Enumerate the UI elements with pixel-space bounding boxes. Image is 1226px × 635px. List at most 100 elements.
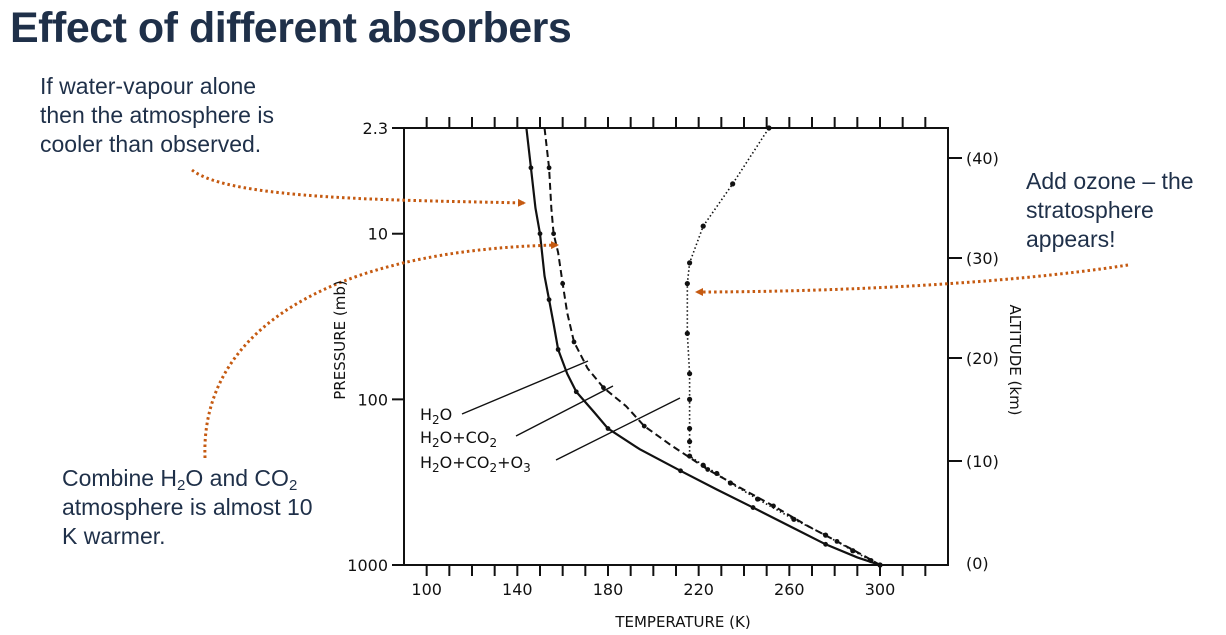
series-point [750, 505, 756, 510]
ozone-line-2: stratosphere [1026, 197, 1154, 223]
series-leader-line [515, 385, 614, 437]
slide-title: Effect of different absorbers [10, 4, 572, 52]
combine-annotation: Combine H2O and CO2 atmosphere is almost… [62, 464, 313, 551]
series-point [714, 470, 720, 477]
series-point [687, 439, 693, 445]
arrows-layer [191, 168, 1129, 459]
series-point [705, 467, 711, 472]
series-label-text: O+CO [440, 428, 490, 447]
water-vapour-line-3: cooler than observed. [40, 131, 262, 157]
x-tick-label: 140 [502, 580, 533, 599]
series-label: H2O [420, 405, 452, 427]
combine-line-1: Combine H2O and CO2 [62, 464, 313, 493]
curves-layer [525, 125, 883, 568]
series-label-text: +O [497, 453, 523, 472]
x-axis-label: TEMPERATURE (K) [614, 613, 750, 631]
series-point [601, 385, 606, 391]
x-tick-label: 300 [865, 580, 896, 599]
series-point [755, 496, 761, 502]
series-point [868, 557, 874, 564]
series-label-text: H [420, 428, 432, 447]
series-point [573, 389, 579, 395]
series-label-subscript: 2 [489, 436, 497, 450]
y-tick-label: 1000 [347, 556, 388, 575]
water-vapour-arrow [191, 168, 526, 207]
x-tick-label: 220 [683, 580, 714, 599]
series-label-text: H [420, 405, 432, 424]
series-label-subscript: 2 [432, 461, 440, 475]
series-point [727, 480, 734, 486]
y2-tick-label: (20) [966, 349, 999, 368]
series-label-text: H [420, 453, 432, 472]
y-axis-label: PRESSURE (mb) [331, 280, 349, 399]
combine-text-a: Combine H [62, 465, 178, 491]
ozone-line-3: appears! [1026, 226, 1116, 252]
combine-sub-1: 2 [177, 477, 186, 494]
plot-frame [403, 127, 949, 566]
series-point [687, 396, 693, 402]
series-point [560, 281, 566, 286]
series-point [771, 503, 776, 509]
series-point [687, 260, 693, 266]
water-vapour-line-1: If water-vapour alone [40, 73, 257, 99]
x-tick-label: 100 [411, 580, 442, 599]
series-label: H2O+CO2+O3 [420, 453, 531, 475]
series-point [684, 330, 690, 337]
series-label: H2O+CO2 [420, 428, 497, 450]
series-label-subscript: 2 [489, 461, 497, 475]
series-point [546, 297, 552, 303]
series-point [700, 223, 706, 229]
series-label-subscript: 2 [432, 413, 440, 427]
axes-layer: 100 140 180 220 260 300 2.3 10 100 1000 (40) (30) (2… [347, 117, 999, 599]
series-point [684, 280, 690, 287]
series-point [528, 165, 534, 171]
ozone-annotation: Add ozone – the stratosphere appears! [1026, 167, 1194, 254]
series-point [823, 541, 828, 547]
series-leader-line [461, 360, 589, 415]
series-point [678, 468, 683, 474]
y2-tick-label: (30) [966, 249, 999, 268]
series-point [700, 462, 706, 468]
series-point [687, 425, 693, 432]
series-label-subscript: 3 [523, 461, 531, 475]
combine-text-b: O and CO [185, 465, 289, 491]
x-tick-label: 180 [593, 580, 624, 599]
y-tick-label: 2.3 [363, 119, 388, 138]
series-point [551, 231, 556, 237]
series-point [555, 347, 561, 352]
series-label-text: O+CO [440, 453, 490, 472]
combine-line-2: atmosphere is almost 10 [62, 494, 313, 520]
combine-sub-2: 2 [288, 477, 298, 494]
series-point [571, 339, 577, 345]
combine-line-3: K warmer. [62, 523, 166, 549]
series-line-dotted [686, 127, 881, 566]
series-point [537, 231, 543, 237]
series-point [687, 371, 693, 377]
y2-tick-label: (0) [966, 554, 989, 573]
series-point [687, 453, 693, 459]
series-line-dashed [543, 127, 881, 566]
ozone-line-1: Add ozone – the [1026, 168, 1194, 194]
combine-arrow [203, 241, 559, 459]
y-tick-label: 100 [357, 390, 388, 409]
series-label-subscript: 2 [432, 436, 440, 450]
series-label-text: O [440, 405, 453, 424]
water-vapour-line-2: then the atmosphere is [40, 102, 274, 128]
series-point [877, 562, 883, 568]
y2-axis-label: ALTITUDE (km) [1006, 304, 1024, 415]
series-leader-line [555, 397, 681, 461]
series-point [766, 125, 772, 131]
series-point [546, 165, 552, 171]
y2-tick-label: (40) [966, 149, 999, 168]
series-line-solid [525, 127, 881, 567]
series-point [823, 532, 829, 538]
y-tick-label: 10 [368, 225, 388, 244]
series-point [605, 426, 611, 431]
y2-tick-label: (10) [966, 452, 999, 471]
series-point [730, 181, 736, 187]
series-point [641, 423, 647, 429]
series-point [850, 548, 856, 554]
ozone-arrow [695, 263, 1129, 296]
x-tick-label: 260 [774, 580, 805, 599]
